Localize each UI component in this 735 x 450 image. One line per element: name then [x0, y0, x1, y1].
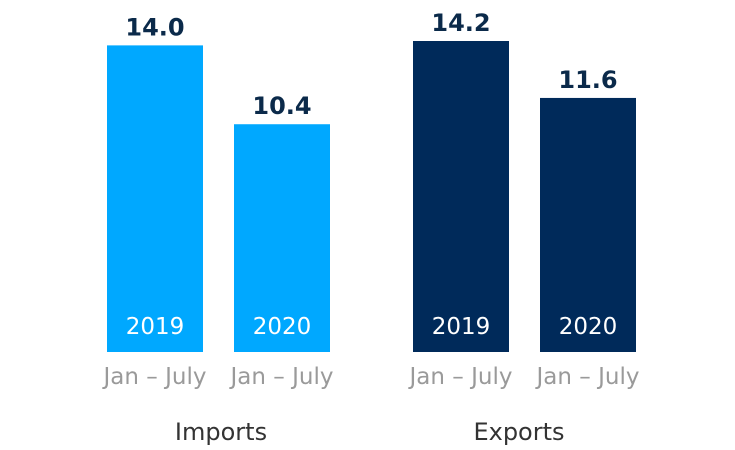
- exports-year-label-2019: 2019: [432, 314, 491, 340]
- imports-group-label: Imports: [175, 418, 267, 446]
- imports-value-label-2020: 10.4: [252, 92, 311, 120]
- exports-bar-2019: [413, 41, 509, 352]
- imports-bar-2020: [234, 124, 330, 353]
- exports-bar-2020: [540, 97, 636, 352]
- exports-period-label-2019: Jan – July: [408, 364, 513, 390]
- exports-value-label-2020: 11.6: [558, 66, 617, 94]
- exports-group-label: Exports: [473, 418, 564, 446]
- imports-bar-2019: [107, 45, 203, 353]
- exports-year-label-2020: 2020: [559, 314, 618, 340]
- imports-period-label-2020: Jan – July: [229, 364, 334, 390]
- imports-value-label-2019: 14.0: [125, 13, 184, 41]
- imports-year-label-2019: 2019: [126, 314, 185, 340]
- imports-year-label-2020: 2020: [253, 314, 312, 340]
- imports-period-label-2019: Jan – July: [102, 364, 207, 390]
- exports-period-label-2020: Jan – July: [535, 364, 640, 390]
- exports-value-label-2019: 14.2: [431, 9, 490, 37]
